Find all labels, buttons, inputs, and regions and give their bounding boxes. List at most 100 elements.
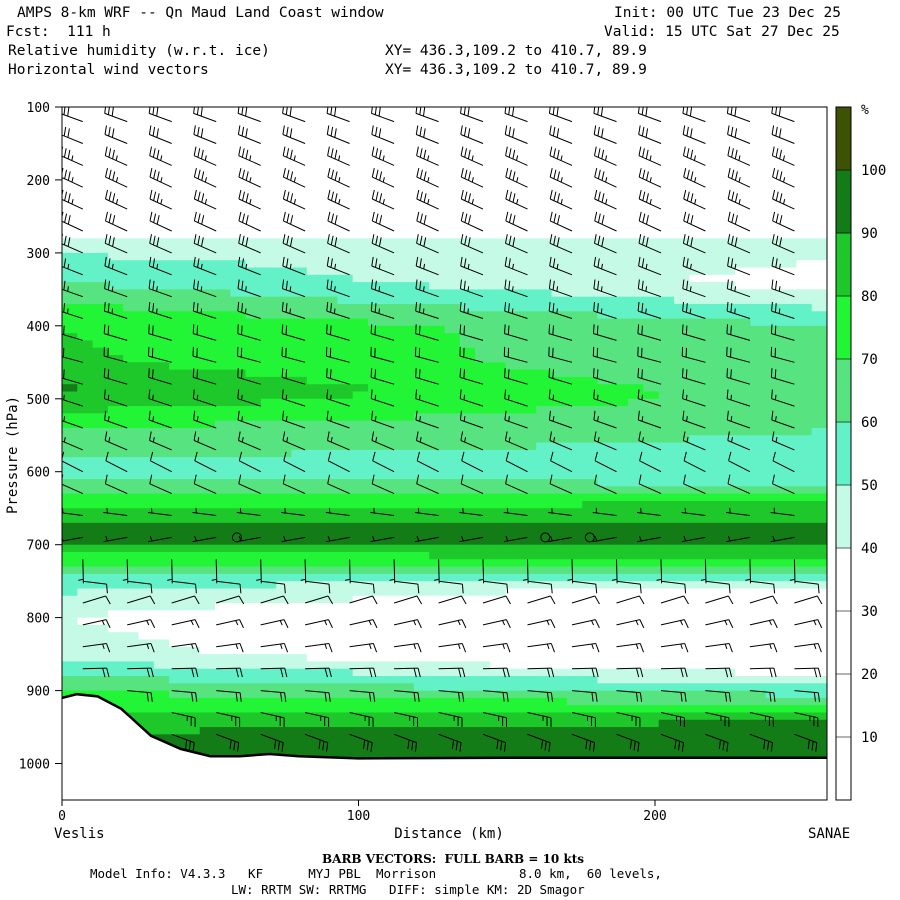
wind-barb-flag [149, 167, 153, 178]
rh-cell [490, 639, 507, 648]
rh-cell [169, 508, 185, 517]
rh-cell [77, 515, 94, 524]
wind-barb-shaft [104, 419, 128, 429]
rh-cell [597, 515, 614, 524]
rh-cell [597, 646, 614, 655]
rh-cell [444, 646, 461, 655]
rh-cell [169, 639, 185, 648]
wind-barb-flag [111, 107, 114, 117]
rh-cell [368, 632, 384, 641]
rh-cell [674, 581, 690, 590]
rh-cell [582, 719, 599, 728]
rh-cell [169, 610, 185, 619]
rh-cell [628, 748, 644, 757]
rh-cell [337, 303, 354, 312]
rh-cell [566, 128, 583, 137]
rh-cell [276, 282, 293, 290]
rh-cell [612, 544, 629, 553]
rh-cell [153, 252, 170, 261]
rh-cell [643, 347, 660, 356]
rh-cell [184, 282, 201, 290]
rh-cell [383, 705, 400, 714]
rh-cell [796, 303, 813, 312]
rh-cell [337, 675, 354, 684]
rh-cell [383, 661, 400, 670]
rh-cell [92, 238, 109, 247]
rh-cell [92, 420, 109, 429]
rh-cell [352, 318, 369, 327]
rh-cell [582, 384, 599, 393]
rh-cell [398, 165, 415, 174]
rh-cell [368, 712, 384, 721]
rh-cell [368, 267, 384, 276]
rh-cell [566, 675, 583, 684]
rh-cell [643, 515, 660, 524]
rh-cell [811, 522, 827, 531]
rh-cell [765, 559, 782, 568]
rh-cell [77, 486, 94, 495]
rh-cell [566, 471, 583, 480]
rh-cell [199, 530, 216, 538]
rh-cell [475, 369, 491, 378]
rh-cell [765, 508, 782, 517]
rh-cell [765, 705, 782, 714]
rh-cell [811, 551, 827, 560]
rh-cell [107, 267, 124, 276]
rh-cell [459, 260, 476, 269]
rh-cell [536, 406, 553, 414]
rh-cell [230, 522, 247, 531]
rh-cell [306, 675, 323, 684]
rh-cell [658, 493, 675, 502]
rh-cell [123, 661, 140, 670]
rh-cell [781, 500, 797, 509]
rh-cell [505, 734, 522, 743]
rh-cell [689, 530, 706, 538]
rh-cell [551, 435, 568, 444]
rh-cell [781, 347, 797, 356]
rh-cell [169, 675, 185, 684]
rh-cell [796, 646, 813, 655]
rh-cell [704, 544, 721, 553]
rh-cell [368, 252, 384, 261]
rh-cell [459, 508, 476, 517]
rh-cell [674, 231, 690, 239]
rh-cell [781, 515, 797, 524]
rh-cell [719, 136, 736, 145]
rh-cell [245, 435, 262, 444]
rh-cell [398, 325, 415, 334]
rh-cell [199, 121, 216, 130]
rh-cell [199, 398, 216, 407]
rh-cell [735, 610, 752, 619]
rh-cell [551, 267, 568, 276]
rh-cell [719, 603, 736, 611]
rh-cell [750, 376, 767, 385]
rh-cell [811, 748, 827, 757]
rh-cell [306, 603, 323, 611]
rh-cell [92, 479, 109, 487]
rh-cell [612, 325, 629, 334]
rh-cell [689, 727, 706, 735]
rh-cell [582, 333, 599, 342]
rh-cell [215, 172, 231, 181]
rh-cell [153, 697, 170, 706]
rh-cell [689, 260, 706, 269]
rh-cell [643, 318, 660, 327]
rh-cell [674, 500, 690, 509]
rh-cell [704, 734, 721, 743]
rh-cell [123, 384, 140, 393]
rh-cell [230, 252, 247, 261]
rh-cell [643, 413, 660, 422]
rh-cell [444, 442, 461, 451]
rh-cell [352, 128, 369, 137]
rh-cell [781, 493, 797, 502]
rh-cell [781, 683, 797, 692]
rh-cell [199, 427, 216, 436]
rh-cell [352, 748, 369, 757]
rh-cell [184, 603, 201, 611]
rh-cell [521, 646, 537, 655]
rh-cell [704, 201, 721, 210]
rh-cell [184, 479, 201, 487]
rh-cell [674, 457, 690, 466]
rh-cell [62, 165, 78, 174]
rh-cell [306, 449, 323, 458]
